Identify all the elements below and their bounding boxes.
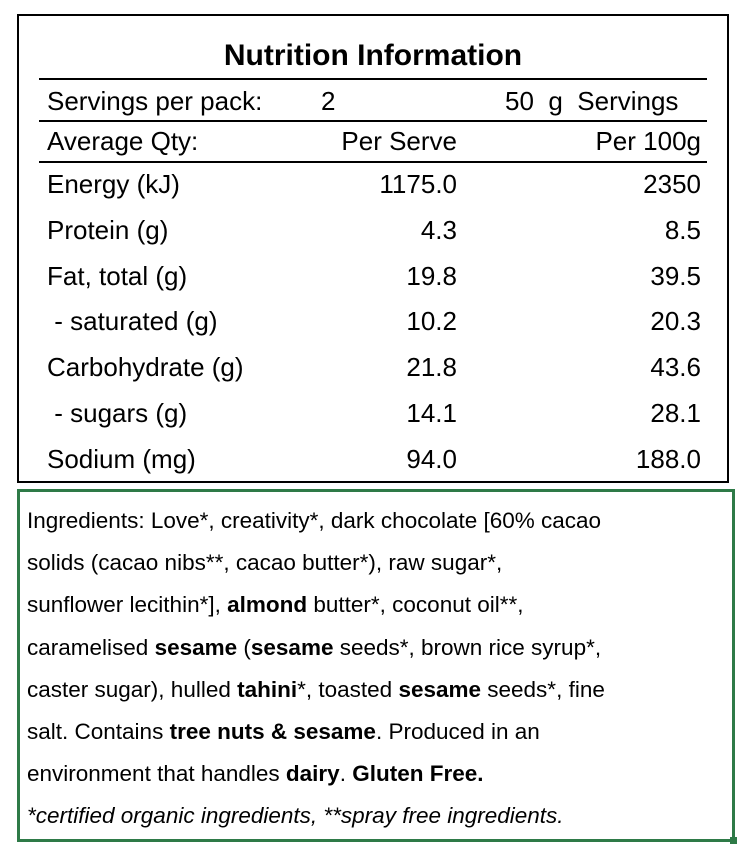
- divider-title: [39, 78, 707, 80]
- nutrient-per-100g: 8.5: [664, 214, 701, 245]
- ingredients-segment: caster sugar), hulled: [27, 676, 238, 702]
- ingredients-line: caster sugar), hulled tahini*, toasted s…: [27, 669, 732, 711]
- allergen-highlight: sesame: [250, 634, 334, 660]
- ingredients-line: salt. Contains tree nuts & sesame. Produ…: [27, 711, 732, 753]
- ingredients-segment: Ingredients: Love*, creativity*, dark ch…: [27, 508, 602, 533]
- ingredients-lines: Ingredients: Love*, creativity*, dark ch…: [27, 500, 732, 795]
- divider-header: [39, 161, 707, 163]
- corner-handle: [730, 837, 737, 844]
- column-header-label: Average Qty:: [47, 126, 199, 156]
- nutrient-per-100g: 2350: [643, 169, 701, 199]
- ingredients-segment: solids (cacao nibs**, cacao butter*), ra…: [27, 550, 503, 576]
- ingredients-line: caramelised sesame (sesame seeds*, brown…: [27, 627, 732, 669]
- ingredients-segment: (: [237, 634, 251, 660]
- nutrient-label: Energy (kJ): [47, 169, 180, 199]
- nutrient-per-100g: 188.0: [635, 443, 701, 474]
- nutrient-per-serve: 1175.0: [379, 169, 457, 199]
- ingredients-segment: seeds*, brown rice syrup*,: [333, 634, 602, 660]
- serving-size: 50 g Servings: [505, 86, 679, 116]
- ingredients-panel: Ingredients: Love*, creativity*, dark ch…: [17, 489, 737, 844]
- nutrient-per-serve: 4.3: [420, 214, 457, 245]
- nutrient-per-100g: 39.5: [650, 260, 701, 291]
- nutrient-label: - sugars (g): [47, 398, 188, 428]
- allergen-highlight: almond: [227, 592, 308, 618]
- panel-title: Nutrition Information: [223, 39, 523, 72]
- ingredients-segment: *, toasted: [297, 676, 399, 702]
- nutrient-per-serve: 94.0: [406, 443, 457, 474]
- ingredients-segment: .: [339, 761, 353, 787]
- ingredients-line: Ingredients: Love*, creativity*, dark ch…: [27, 500, 732, 542]
- divider-servings: [39, 120, 707, 122]
- ingredients-line: environment that handles dairy. Gluten F…: [27, 753, 732, 795]
- ingredients-note: *certified organic ingredients, **spray …: [27, 803, 564, 829]
- ingredients-segment: . Produced in an: [375, 719, 540, 745]
- ingredients-segment: caramelised: [27, 634, 155, 660]
- nutrient-label: Fat, total (g): [47, 260, 188, 291]
- ingredients-text: Ingredients: Love*, creativity*, dark ch…: [27, 500, 732, 838]
- ingredients-segment: butter*, coconut oil**,: [307, 592, 524, 618]
- ingredients-line: sunflower lecithin*], almond butter*, co…: [27, 584, 732, 626]
- nutrient-per-100g: 28.1: [650, 398, 701, 428]
- servings-per-pack-value: 2: [321, 86, 336, 116]
- nutrient-per-serve: 21.8: [406, 352, 457, 383]
- allergen-highlight: Gluten Free.: [352, 761, 484, 787]
- ingredients-segment: sunflower lecithin*],: [27, 592, 228, 618]
- nutrition-information-panel: Nutrition Information Servings per pack:…: [17, 14, 729, 483]
- servings-per-pack-label: Servings per pack:: [47, 86, 263, 116]
- ingredients-segment: environment that handles: [27, 761, 286, 787]
- nutrient-label: Sodium (mg): [47, 443, 196, 474]
- ingredients-segment: salt. Contains: [27, 719, 170, 745]
- nutrient-per-serve: 14.1: [406, 398, 457, 428]
- allergen-highlight: dairy: [285, 761, 340, 787]
- nutrient-per-serve: 19.8: [406, 260, 457, 291]
- nutrient-per-100g: 20.3: [650, 306, 701, 337]
- allergen-highlight: sesame: [398, 676, 482, 702]
- ingredients-segment: seeds*, fine: [481, 676, 605, 702]
- allergen-highlight: tahini: [237, 676, 298, 702]
- nutrient-label: - saturated (g): [47, 306, 218, 337]
- ingredients-line: solids (cacao nibs**, cacao butter*), ra…: [27, 542, 732, 584]
- column-header-per-100g: Per 100g: [595, 126, 701, 156]
- nutrient-label: Protein (g): [47, 214, 169, 245]
- allergen-highlight: tree nuts & sesame: [169, 719, 376, 745]
- allergen-highlight: sesame: [154, 634, 238, 660]
- nutrient-per-serve: 10.2: [406, 306, 457, 337]
- nutrient-label: Carbohydrate (g): [47, 352, 244, 383]
- nutrient-per-100g: 43.6: [650, 352, 701, 383]
- column-header-per-serve: Per Serve: [341, 126, 457, 156]
